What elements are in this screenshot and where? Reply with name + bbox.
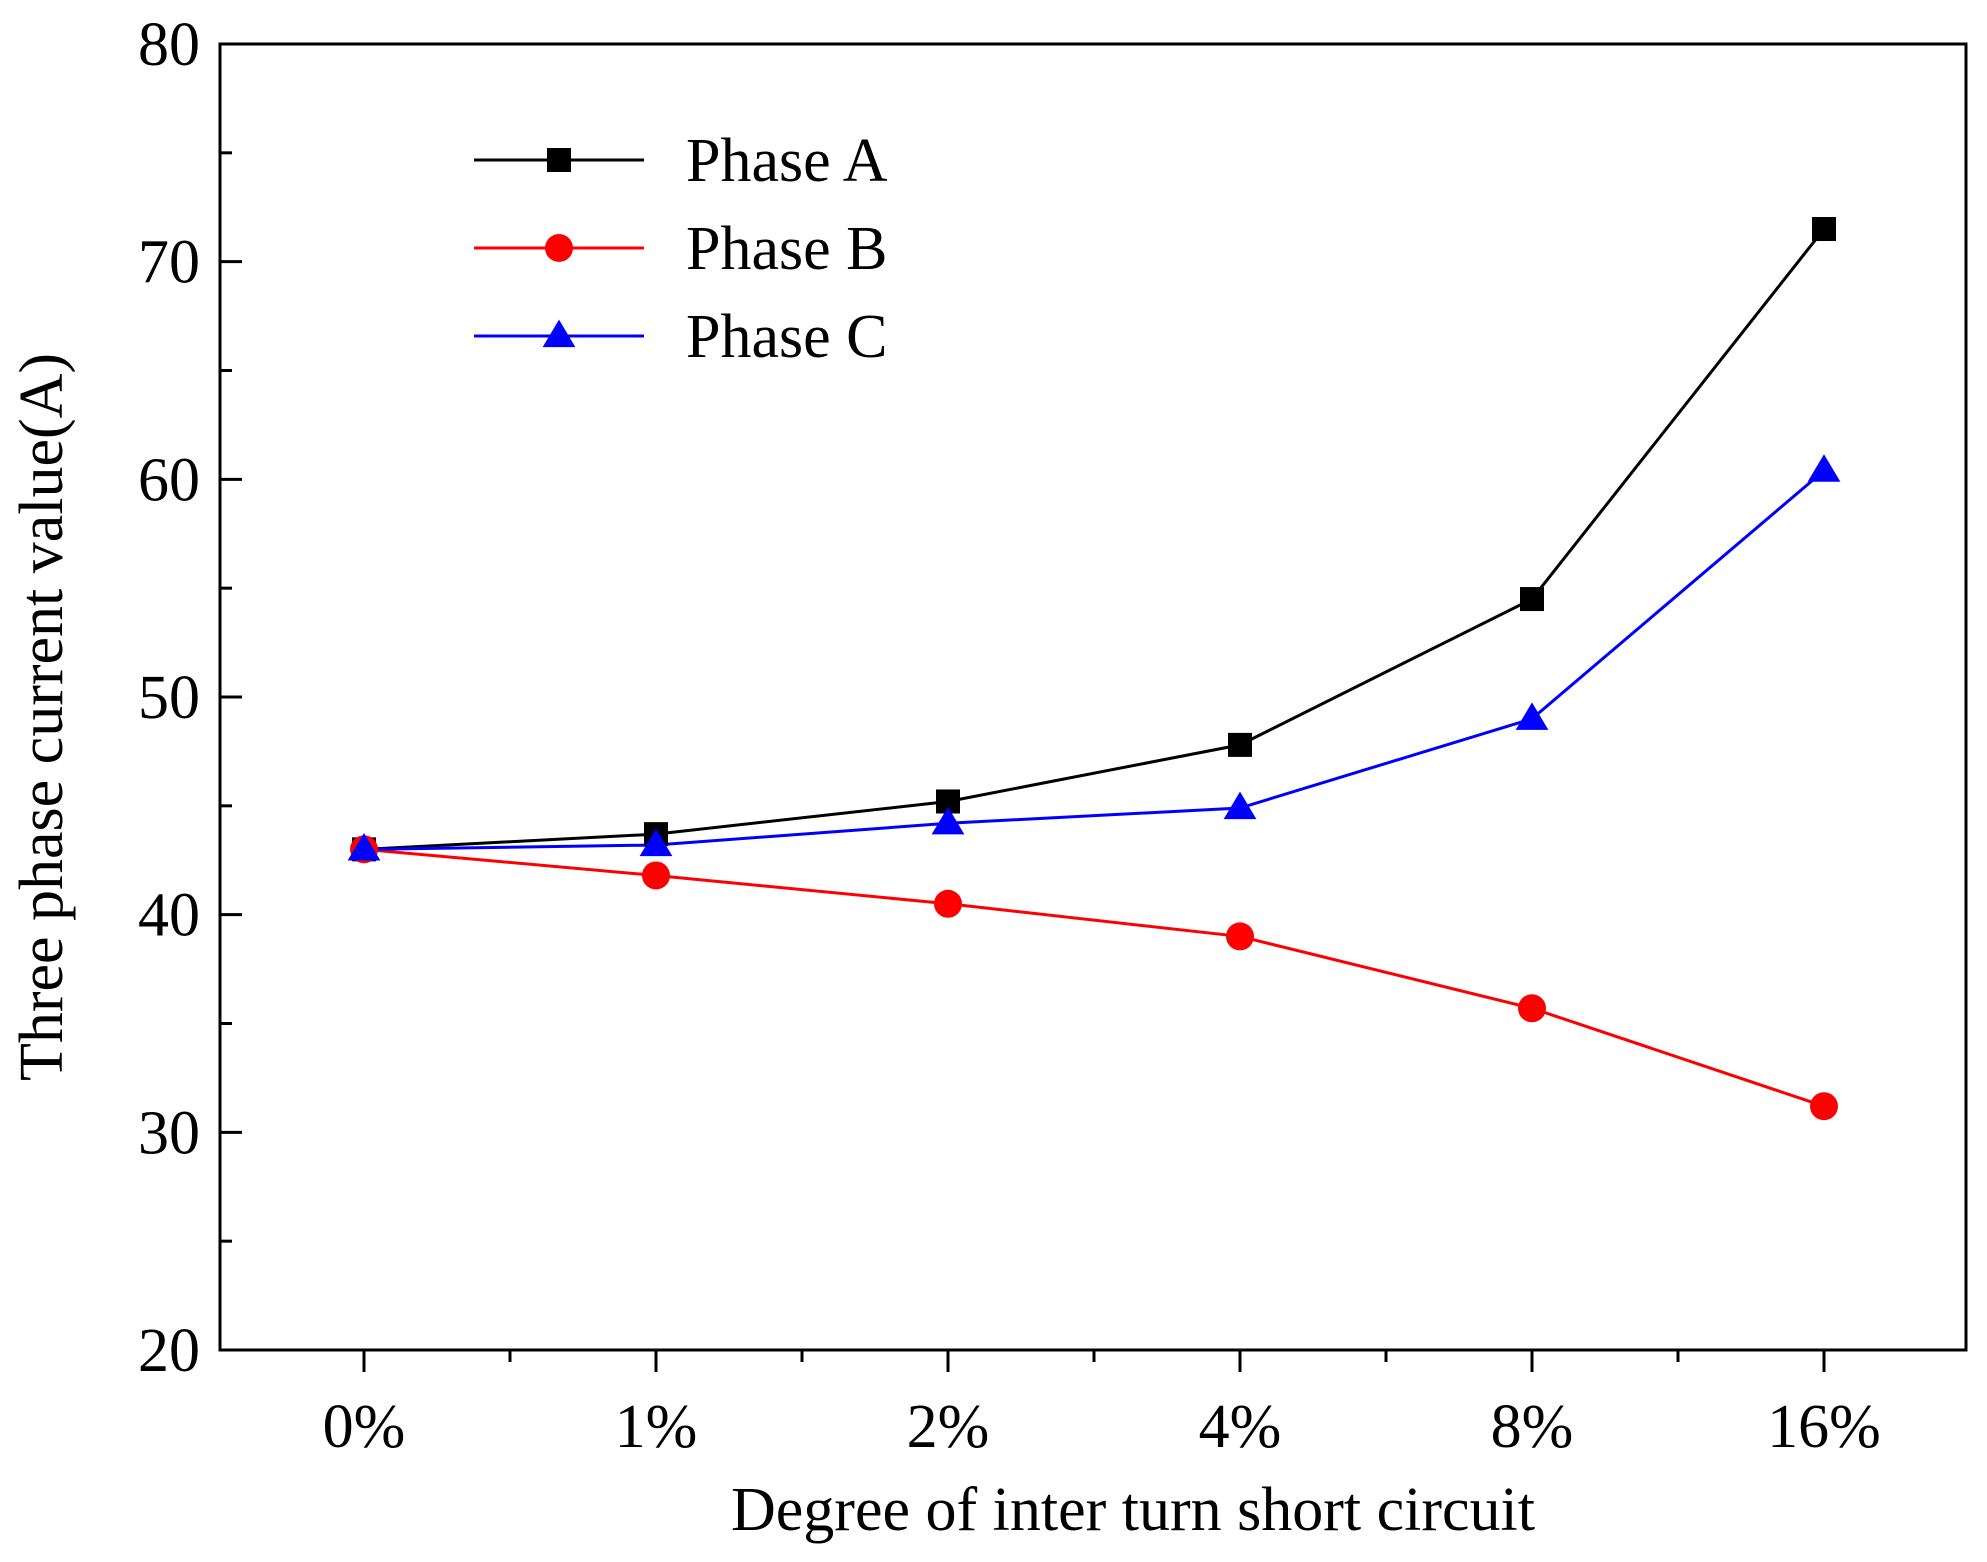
phase-b-point (934, 889, 962, 918)
x-tick-label: 1% (615, 1393, 698, 1461)
y-tick-label: 40 (138, 882, 200, 950)
x-axis-ticks: 0% 1% 2% 4% 8% 16% (323, 1350, 1881, 1461)
phase-b-point (1518, 994, 1546, 1023)
legend-item-phase-a: Phase A (474, 127, 888, 195)
legend-marker-phase-b (545, 234, 573, 262)
y-tick-label: 70 (138, 229, 200, 297)
x-tick-label: 4% (1199, 1393, 1282, 1461)
x-tick-label: 8% (1491, 1393, 1574, 1461)
legend-marker-phase-a (547, 148, 571, 172)
phase-c-point (1807, 454, 1841, 482)
legend: Phase A Phase B Phase C (474, 127, 888, 371)
phase-c-point (347, 832, 381, 861)
phase-c-point (1515, 702, 1549, 730)
phase-b-line (363, 847, 1825, 1108)
y-tick-label: 80 (138, 11, 200, 79)
legend-marker-phase-c (542, 319, 576, 348)
y-axis-title: Three phase current value(A) (8, 353, 76, 1081)
legend-item-phase-c: Phase C (474, 303, 888, 371)
phase-b-point (642, 861, 670, 890)
legend-label-phase-b: Phase B (686, 215, 888, 283)
y-axis-ticks: 20 30 40 50 60 70 80 (138, 11, 242, 1385)
phase-b-point (1226, 922, 1254, 951)
x-tick-label: 16% (1767, 1393, 1881, 1461)
phase-a-point (1812, 217, 1836, 242)
phase-b-point (1810, 1092, 1838, 1121)
plot-frame (218, 42, 1968, 1352)
phase-a-point (1228, 732, 1252, 757)
legend-item-phase-b: Phase B (474, 215, 888, 283)
series-layer (347, 217, 1841, 1121)
phase-c-point (931, 806, 965, 835)
legend-label-phase-c: Phase C (686, 303, 888, 371)
legend-label-phase-a: Phase A (686, 127, 888, 195)
x-tick-label: 0% (323, 1393, 406, 1461)
x-axis-title: Degree of inter turn short circuit (731, 1476, 1535, 1544)
y-tick-label: 20 (138, 1317, 200, 1385)
y-tick-label: 50 (138, 664, 200, 732)
phase-c-line (363, 469, 1825, 851)
x-tick-label: 2% (907, 1393, 990, 1461)
phase-a-line (363, 228, 1826, 851)
phase-a-point (1520, 587, 1544, 612)
y-tick-label: 60 (138, 446, 200, 514)
phase-c-point (1223, 791, 1257, 820)
y-tick-label: 30 (138, 1099, 200, 1167)
phase-c-point (639, 828, 673, 857)
